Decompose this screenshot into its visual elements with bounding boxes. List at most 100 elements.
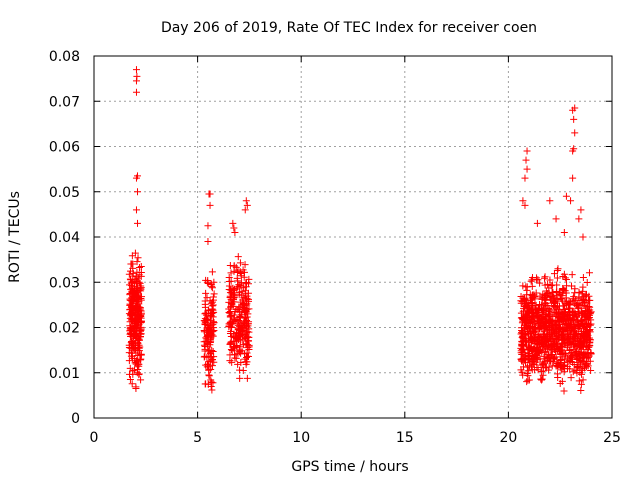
data-point [234, 360, 242, 368]
data-point [567, 282, 575, 290]
data-point [530, 328, 538, 336]
data-point [539, 360, 547, 368]
data-point [562, 294, 570, 302]
data-point [556, 289, 564, 297]
data-point [236, 336, 244, 344]
data-point [526, 335, 534, 343]
data-point [542, 287, 550, 295]
data-point [241, 206, 249, 214]
data-point [519, 294, 527, 302]
data-point [529, 360, 537, 368]
data-point [134, 351, 142, 359]
data-point [233, 344, 241, 352]
data-point [579, 376, 587, 384]
data-point [580, 339, 588, 347]
data-point [542, 318, 549, 326]
data-point [534, 356, 542, 364]
data-point [227, 339, 235, 347]
data-point [580, 296, 588, 304]
data-point [209, 296, 217, 304]
data-point [523, 147, 531, 155]
data-point [243, 201, 251, 209]
data-point [129, 290, 137, 298]
data-point [135, 370, 143, 378]
data-point [230, 330, 238, 338]
data-point [576, 342, 584, 350]
data-point [568, 354, 576, 362]
data-point [577, 206, 585, 214]
data-point [204, 222, 212, 230]
data-point [204, 238, 212, 246]
data-point [568, 325, 576, 333]
data-point [557, 309, 565, 317]
data-point [567, 374, 575, 382]
data-point [243, 299, 251, 307]
data-point [555, 305, 563, 313]
data-point [553, 281, 561, 289]
data-point [128, 349, 136, 357]
data-point [584, 308, 592, 316]
data-point [241, 309, 249, 317]
data-point [242, 313, 250, 321]
data-point [127, 325, 135, 333]
data-point [537, 306, 545, 314]
data-point [566, 301, 574, 309]
data-point [244, 344, 252, 352]
data-point [137, 287, 145, 295]
data-point [132, 174, 140, 182]
y-tick-label: 0.07 [49, 94, 80, 110]
data-point [572, 321, 580, 329]
data-point [129, 312, 137, 320]
data-point [558, 340, 566, 348]
data-point [205, 372, 213, 380]
data-point [546, 322, 554, 330]
data-point [225, 323, 233, 331]
data-point [537, 368, 545, 376]
data-point [230, 292, 238, 300]
data-point [203, 334, 211, 342]
data-point [537, 334, 545, 342]
data-point [205, 358, 213, 366]
data-point [245, 333, 253, 341]
data-point [557, 356, 565, 364]
data-point [242, 354, 250, 362]
data-point [546, 276, 554, 284]
data-point [521, 356, 529, 364]
data-point [548, 341, 556, 349]
data-point [518, 368, 526, 376]
data-point [585, 303, 593, 311]
data-point [129, 264, 137, 272]
data-point [525, 304, 533, 312]
data-point [582, 290, 590, 298]
data-point [573, 335, 581, 343]
data-point [579, 274, 587, 282]
data-point [518, 342, 526, 350]
data-point [234, 277, 242, 285]
data-point [547, 316, 555, 324]
data-point [539, 290, 547, 298]
data-point [528, 282, 536, 290]
data-point [203, 294, 211, 302]
data-point [535, 321, 543, 329]
data-point [567, 317, 575, 325]
data-point [536, 279, 544, 287]
data-point [233, 285, 241, 293]
data-point [242, 308, 250, 316]
data-point [519, 282, 527, 290]
data-point [132, 77, 140, 85]
data-point [527, 363, 535, 371]
data-point [541, 281, 549, 289]
data-point [559, 349, 567, 357]
data-point [234, 306, 242, 314]
data-point [543, 363, 551, 371]
data-point [556, 379, 564, 387]
data-point [575, 377, 583, 385]
data-point [243, 341, 251, 349]
x-tick-label: 20 [499, 430, 517, 446]
data-point [241, 261, 249, 269]
x-tick-label: 15 [396, 430, 414, 446]
data-point [525, 352, 533, 360]
data-point [134, 188, 142, 196]
data-point [127, 285, 135, 293]
data-point [128, 284, 136, 292]
